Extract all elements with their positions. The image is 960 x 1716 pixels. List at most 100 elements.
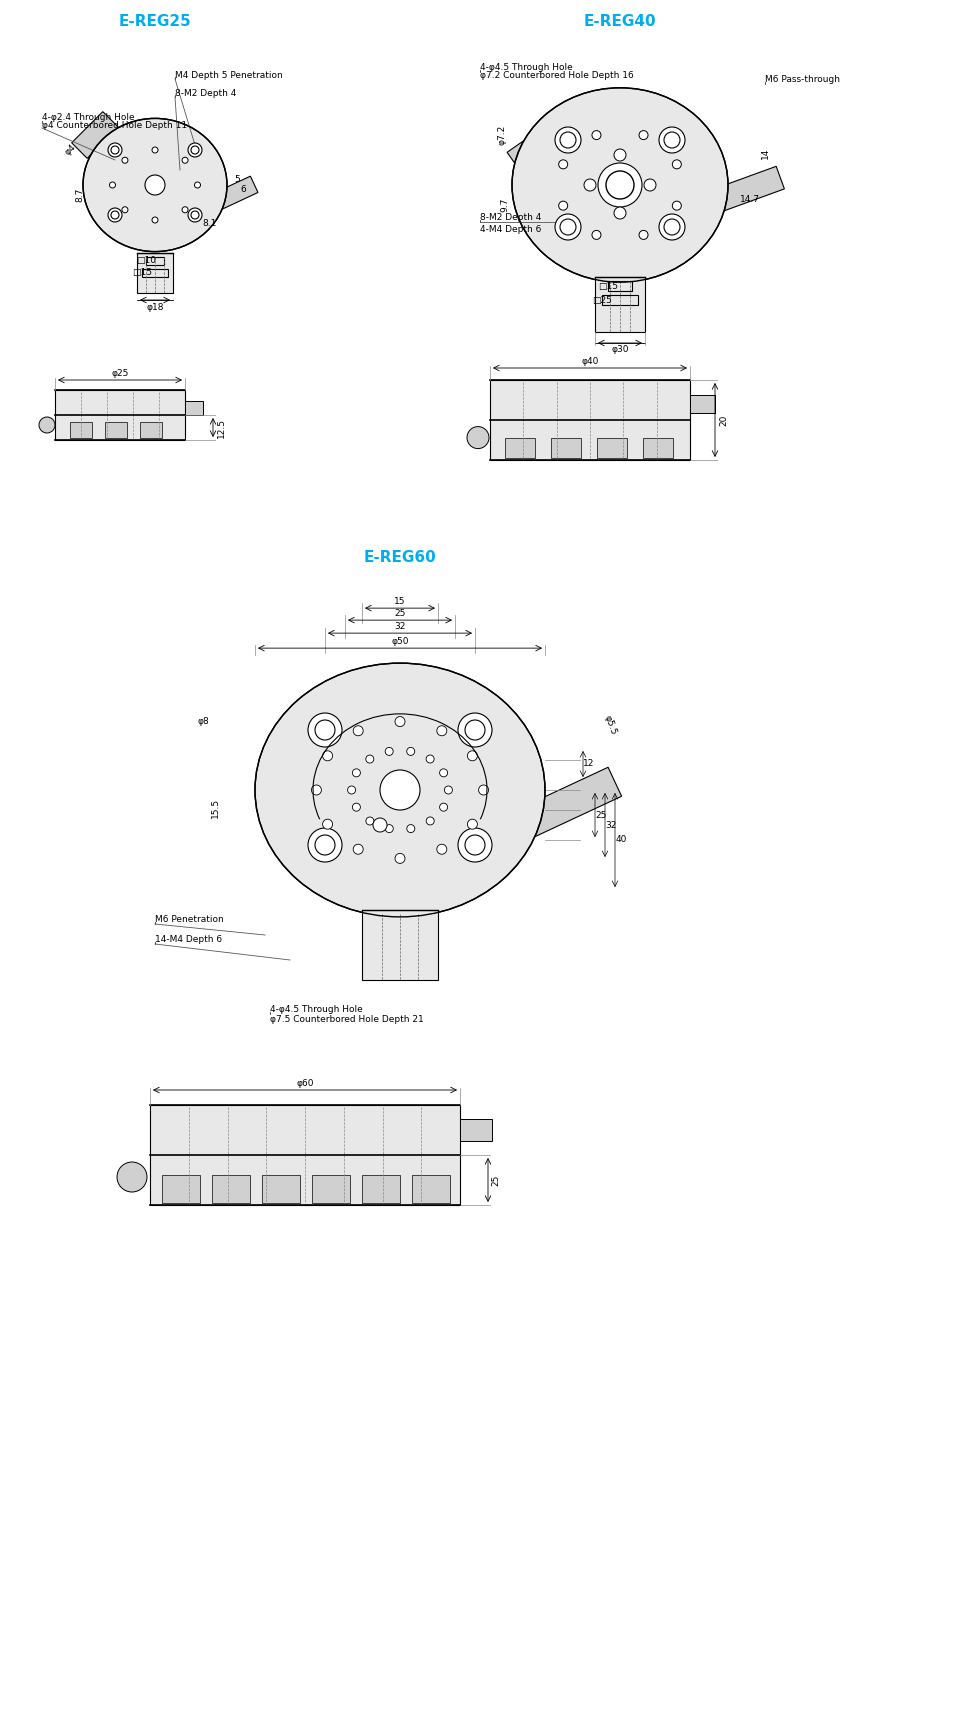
Ellipse shape — [467, 427, 489, 448]
Circle shape — [479, 784, 489, 795]
Text: 32: 32 — [606, 820, 616, 829]
Bar — [137, 252, 173, 293]
Circle shape — [315, 836, 335, 855]
Circle shape — [644, 178, 656, 190]
Bar — [608, 281, 632, 292]
Text: φ4 Counterbored Hole Depth 11: φ4 Counterbored Hole Depth 11 — [42, 122, 187, 130]
Text: φ7.5 Counterbored Hole Depth 21: φ7.5 Counterbored Hole Depth 21 — [270, 1016, 423, 1024]
Circle shape — [559, 160, 567, 168]
Circle shape — [308, 714, 342, 746]
Ellipse shape — [255, 662, 545, 916]
Circle shape — [672, 160, 682, 168]
Circle shape — [395, 717, 405, 726]
Circle shape — [426, 755, 434, 764]
Circle shape — [672, 201, 682, 209]
Text: φ30: φ30 — [612, 345, 629, 355]
Circle shape — [440, 803, 447, 812]
Circle shape — [458, 714, 492, 746]
Circle shape — [108, 208, 122, 221]
Circle shape — [366, 755, 373, 764]
Circle shape — [353, 726, 363, 736]
Text: □15: □15 — [132, 268, 152, 278]
Polygon shape — [507, 108, 586, 175]
Circle shape — [152, 148, 158, 153]
Circle shape — [373, 819, 387, 832]
Circle shape — [111, 146, 119, 154]
Text: E-REG40: E-REG40 — [584, 14, 657, 29]
Bar — [142, 269, 168, 276]
Circle shape — [380, 770, 420, 810]
Text: 4-φ2.4 Through Hole: 4-φ2.4 Through Hole — [42, 113, 134, 122]
Circle shape — [407, 825, 415, 832]
Circle shape — [458, 829, 492, 861]
Bar — [460, 1119, 492, 1141]
Text: 8-M2 Depth 4: 8-M2 Depth 4 — [175, 89, 236, 98]
Bar — [55, 390, 185, 439]
Circle shape — [366, 817, 373, 825]
Circle shape — [352, 769, 360, 777]
Bar — [597, 438, 627, 458]
Circle shape — [664, 220, 680, 235]
Text: M6 Penetration: M6 Penetration — [155, 916, 224, 925]
Text: φ4: φ4 — [62, 142, 78, 158]
Text: 25: 25 — [395, 609, 406, 618]
Ellipse shape — [39, 417, 55, 432]
Circle shape — [152, 216, 158, 223]
Text: φ8: φ8 — [197, 717, 209, 726]
Text: 8-M2 Depth 4: 8-M2 Depth 4 — [480, 213, 541, 223]
Text: 20: 20 — [719, 414, 729, 426]
Circle shape — [437, 726, 446, 736]
Text: 4-φ4.5 Through Hole: 4-φ4.5 Through Hole — [480, 63, 573, 72]
Text: □25: □25 — [592, 295, 612, 304]
Circle shape — [182, 206, 188, 213]
Circle shape — [109, 182, 115, 189]
Text: □15: □15 — [598, 281, 618, 290]
Text: 14.7: 14.7 — [740, 196, 760, 204]
Text: 25: 25 — [595, 810, 607, 820]
Circle shape — [560, 220, 576, 235]
Bar — [362, 1175, 400, 1203]
Circle shape — [188, 142, 202, 156]
Ellipse shape — [512, 88, 728, 281]
Circle shape — [323, 819, 332, 829]
Bar — [312, 1175, 350, 1203]
Bar — [162, 1175, 200, 1203]
Text: φ18: φ18 — [146, 302, 164, 312]
Text: 8.7: 8.7 — [76, 187, 84, 202]
Text: 6: 6 — [240, 185, 246, 194]
Bar — [105, 422, 127, 438]
Text: φ5.5: φ5.5 — [602, 714, 617, 736]
Text: 32: 32 — [395, 621, 406, 630]
Text: 9.7: 9.7 — [500, 197, 510, 213]
Bar — [150, 1105, 460, 1205]
Circle shape — [111, 211, 119, 220]
Text: φ25: φ25 — [111, 369, 129, 378]
Circle shape — [465, 836, 485, 855]
Bar — [212, 1175, 250, 1203]
Circle shape — [639, 230, 648, 240]
Circle shape — [352, 803, 360, 812]
Text: 12: 12 — [584, 760, 594, 769]
Circle shape — [639, 130, 648, 139]
Text: 40: 40 — [615, 836, 627, 844]
Circle shape — [555, 127, 581, 153]
Text: φ40: φ40 — [582, 357, 599, 366]
Circle shape — [560, 132, 576, 148]
Circle shape — [468, 752, 477, 760]
Text: M6 Pass-through: M6 Pass-through — [765, 76, 840, 84]
Circle shape — [584, 178, 596, 190]
Circle shape — [664, 132, 680, 148]
Circle shape — [468, 819, 477, 829]
Text: 15: 15 — [395, 597, 406, 606]
Circle shape — [122, 206, 128, 213]
Circle shape — [385, 825, 394, 832]
Circle shape — [598, 163, 642, 208]
Ellipse shape — [117, 1162, 147, 1193]
Bar — [595, 276, 645, 331]
Circle shape — [614, 149, 626, 161]
Circle shape — [108, 142, 122, 156]
Bar — [146, 257, 164, 264]
Circle shape — [592, 230, 601, 240]
Bar — [140, 422, 162, 438]
Circle shape — [465, 721, 485, 740]
